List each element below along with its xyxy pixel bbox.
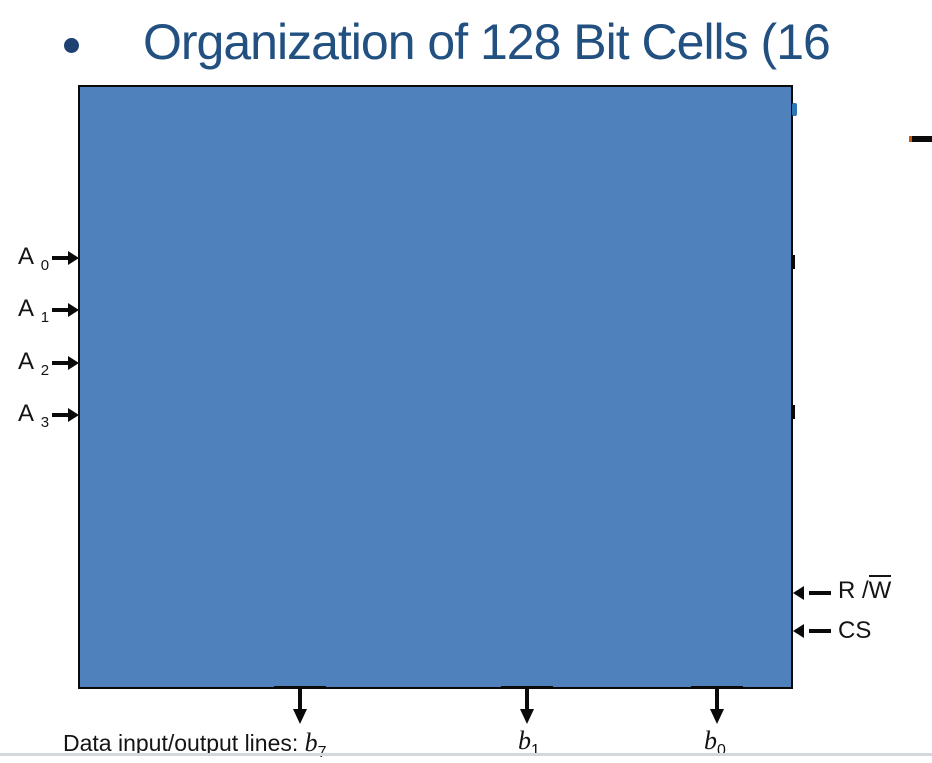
address-label-a1-base: A [18, 295, 35, 322]
memory-array-box [78, 85, 793, 689]
arrow-shaft [298, 686, 302, 711]
arrow-left-icon [793, 624, 804, 638]
bottom-divider [0, 753, 932, 756]
right-edge-tick-1 [791, 255, 795, 269]
control-label-rw: R /W [838, 575, 892, 605]
arrow-shaft [809, 629, 831, 633]
bit-b0-sub: 0 [717, 742, 726, 760]
arrow-right-icon [68, 408, 79, 422]
address-arrow-a1 [52, 303, 79, 317]
bit-label-b7: b7 [304, 728, 327, 761]
arrow-down-icon [710, 709, 724, 724]
data-io-caption-text: Data input/output lines: [63, 730, 299, 756]
address-label-a1-sub: 1 [40, 308, 50, 326]
top-right-line-fragment [909, 136, 932, 142]
rw-overlined-w: W [868, 575, 892, 604]
arrow-shaft [715, 686, 719, 711]
arrow-shaft [52, 361, 70, 365]
arrow-shaft [525, 686, 529, 711]
control-arrow-rw [793, 586, 831, 600]
arrow-down-icon [520, 709, 534, 724]
page-title: Organization of 128 Bit Cells (16 [143, 14, 831, 70]
address-label-a0-base: A [18, 243, 35, 270]
bit-b1-sub: 1 [531, 742, 540, 760]
address-label-a1: A 1 [18, 295, 50, 326]
arrow-shaft [809, 591, 831, 595]
data-arrow-b7 [274, 686, 326, 726]
address-arrow-a2 [52, 356, 79, 370]
bit-b1-base: b [518, 726, 531, 755]
arrow-down-icon [293, 709, 307, 724]
arrow-left-icon [793, 586, 804, 600]
bit-b0-base: b [704, 726, 717, 755]
bit-b7-sub: 7 [318, 744, 327, 761]
cs-text: CS [838, 617, 872, 644]
address-arrow-a0 [52, 251, 79, 265]
arrow-right-icon [68, 251, 79, 265]
data-io-caption: Data input/output lines: b7 [63, 728, 327, 761]
data-arrow-b1 [501, 686, 553, 726]
data-arrow-b0 [691, 686, 743, 726]
address-label-a3-sub: 3 [40, 413, 50, 431]
title-bullet-icon [64, 38, 79, 53]
address-arrow-a3 [52, 408, 79, 422]
address-label-a2-base: A [18, 348, 35, 375]
address-label-a2: A 2 [18, 348, 50, 379]
address-label-a0-sub: 0 [40, 256, 50, 274]
arrow-shaft [52, 413, 70, 417]
control-label-cs: CS [838, 617, 871, 645]
bit-label-b0: b0 [704, 726, 726, 760]
bit-label-b1: b1 [518, 726, 540, 760]
address-label-a0: A 0 [18, 243, 50, 274]
arrow-right-icon [68, 356, 79, 370]
control-arrow-cs [793, 624, 831, 638]
rw-prefix: R / [838, 577, 869, 604]
address-label-a3-base: A [18, 400, 35, 427]
bit-b7-base: b [304, 728, 318, 757]
arrow-shaft [52, 308, 70, 312]
right-edge-connector-blue [792, 103, 797, 116]
arrow-shaft [52, 256, 70, 260]
right-edge-tick-2 [791, 405, 795, 419]
address-label-a2-sub: 2 [40, 361, 50, 379]
arrow-right-icon [68, 303, 79, 317]
address-label-a3: A 3 [18, 400, 50, 431]
